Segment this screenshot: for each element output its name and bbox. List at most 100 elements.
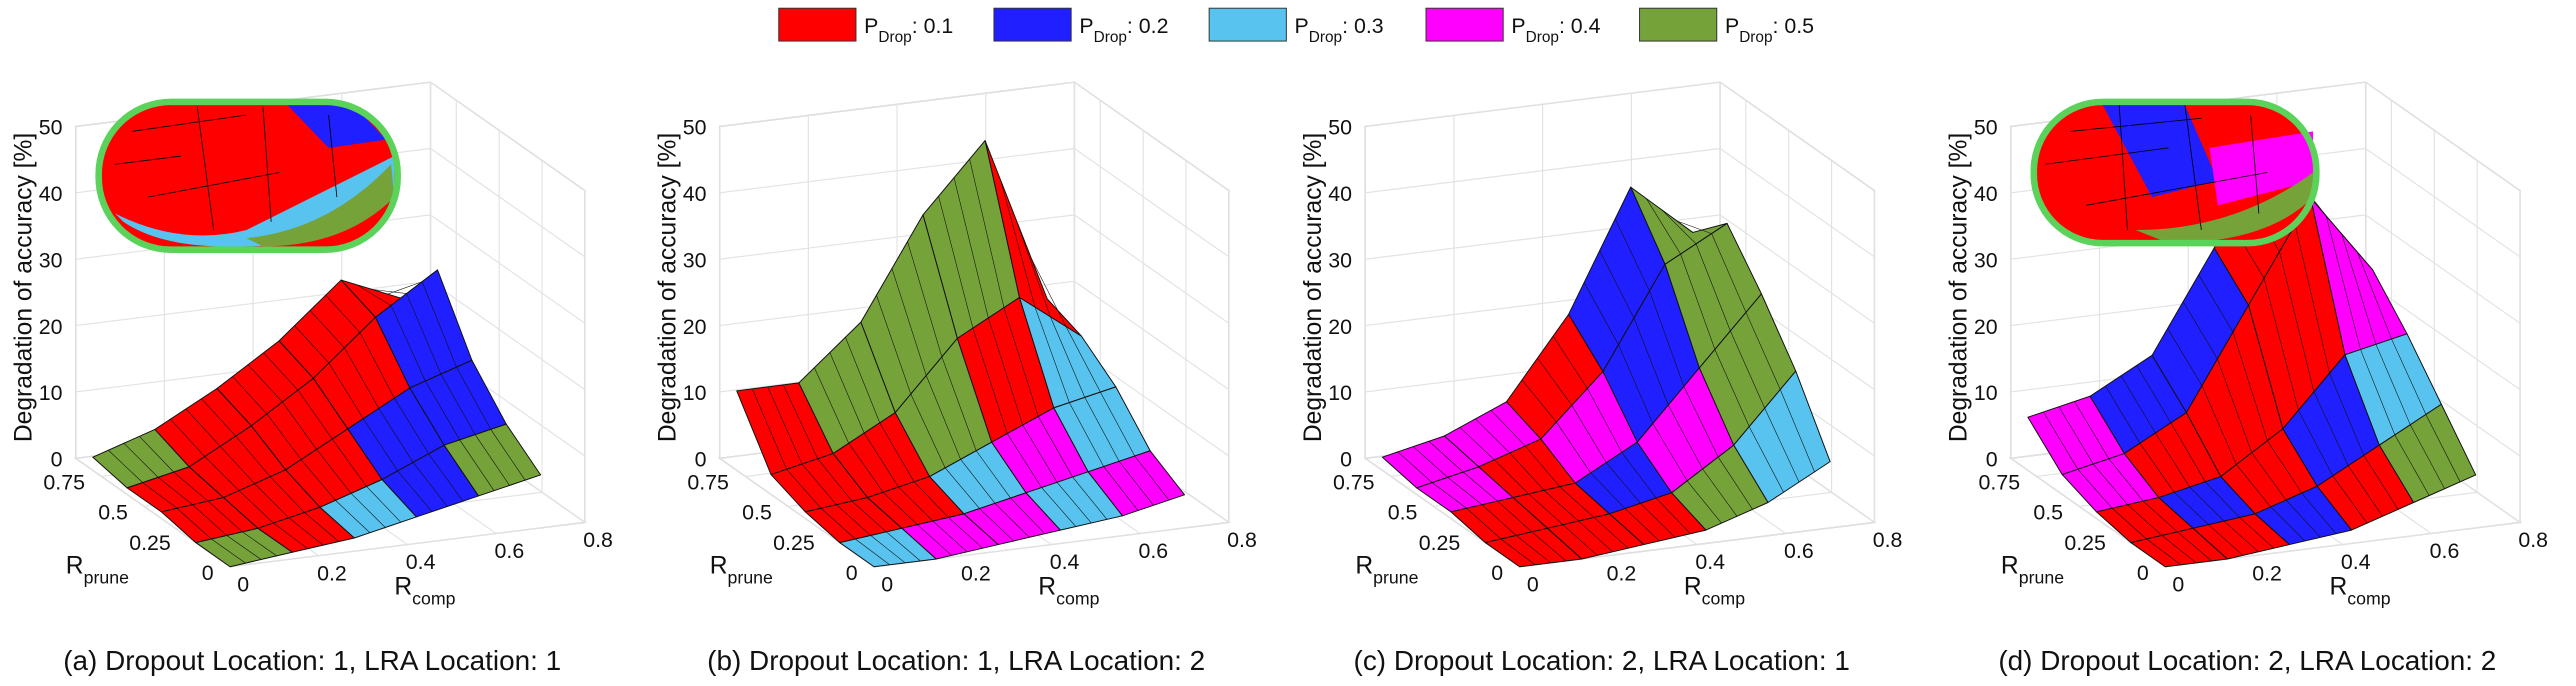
x-axis-label-base: R: [1038, 574, 1056, 601]
mesh-line: [356, 281, 423, 306]
x-axis-label-base: R: [2329, 574, 2347, 601]
y-axis-label-sub: prune: [728, 567, 773, 587]
mesh-line: [1069, 391, 1135, 467]
mesh-line: [1494, 445, 1560, 495]
x-tick-label: 0.8: [2518, 528, 2548, 552]
inset-layer: [95, 98, 2320, 253]
x-axis-label: Rcomp: [2329, 574, 2390, 609]
z-tick-label: 30: [683, 248, 707, 272]
inset-patch: [287, 105, 387, 148]
x-tick-label: 0.4: [406, 550, 436, 574]
surface-cell: [2130, 527, 2228, 568]
x-tick-label: 0.4: [1050, 550, 1080, 574]
mesh-line: [1686, 457, 1753, 524]
x-tick-label: 0.6: [1138, 539, 1168, 563]
inset-mesh: [2045, 105, 2268, 231]
y-axis-label-sub: prune: [2019, 567, 2064, 587]
y-tick-label: 0.5: [2033, 501, 2063, 525]
legend-label-sub: Drop: [1309, 28, 1342, 45]
x-axis-label: Rcomp: [1038, 574, 1099, 609]
x-tick-label: 0: [237, 572, 249, 596]
y-grid-line: [2165, 190, 2521, 568]
mesh-line: [848, 422, 915, 493]
legend-label: PDrop: 0.1: [864, 14, 953, 46]
legend-label-sub: Drop: [1094, 28, 1127, 45]
z-axis-label: Degradation of accuracy [%]: [1945, 133, 1972, 442]
y-axis-label-base: R: [710, 552, 728, 579]
legend-label-base: P: [1295, 14, 1309, 38]
inset-patch: [246, 164, 395, 247]
x-axis-label-base: R: [1684, 574, 1702, 601]
mesh-line: [1680, 233, 1747, 350]
y-tick-label: 0: [2137, 561, 2149, 585]
mesh-line: [882, 481, 949, 525]
mesh-line: [2263, 224, 2330, 411]
mesh-line: [390, 281, 457, 382]
subplot-caption: (d) Dropout Location: 2, LRA Location: 2: [1998, 645, 2496, 676]
x-grid-line: [2010, 126, 2166, 568]
mesh-line: [2360, 338, 2427, 436]
y-tick-label: 0: [1491, 561, 1503, 585]
mesh-line: [944, 450, 1011, 509]
y-axis-label: Rprune: [1355, 552, 1418, 587]
y-axis-label-sub: prune: [84, 567, 129, 587]
legend-label-base: P: [1079, 14, 1093, 38]
z-tick-label: 10: [1328, 381, 1352, 405]
mesh-line: [1646, 198, 1712, 255]
mesh-line: [972, 307, 1039, 434]
mesh-line: [1432, 471, 1498, 509]
z-axis-label: Degradation of accuracy [%]: [654, 133, 681, 442]
legend-label-base: P: [1725, 14, 1739, 38]
mesh-line: [1103, 455, 1170, 511]
z-tick-label: 50: [1328, 116, 1352, 140]
y-tick-label: 0.25: [773, 531, 815, 555]
mesh-line: [170, 398, 237, 457]
mesh-line: [1034, 307, 1101, 403]
y-tick-label: 0.5: [1388, 501, 1418, 525]
y-axis-label-sub: prune: [1373, 567, 1418, 587]
y-tick-label: 0.75: [687, 471, 729, 495]
mesh-line: [917, 517, 983, 556]
mesh-line: [2111, 500, 2178, 540]
mesh-line: [1590, 452, 1657, 509]
mesh-line: [1041, 476, 1108, 527]
x-tick-label: 0.8: [1227, 528, 1257, 552]
subplot: 0 10 20 30 40 50 0 0.2 0.4 0.6 0.8 0 0.250.5 0.75 Degr…: [654, 81, 1257, 676]
mesh-line: [1521, 336, 1588, 423]
y-tick-label: 0: [846, 561, 858, 585]
x-tick-label: 0.2: [317, 561, 347, 585]
x-axis-label-sub: comp: [1702, 589, 1746, 609]
legend-label: PDrop: 0.5: [1725, 14, 1814, 46]
z-tick-label: 50: [39, 116, 63, 140]
mesh-line: [979, 497, 1046, 542]
zoom-inset: [2030, 98, 2320, 247]
z-tick-label: 20: [1328, 315, 1352, 339]
mesh-line: [910, 356, 977, 468]
mesh-line: [363, 398, 429, 472]
z-tick-label: 40: [1328, 182, 1352, 206]
x-tick-label: 0.4: [1695, 550, 1725, 574]
legend-label-suffix: : 0.4: [1559, 14, 1601, 38]
x-axis-label-sub: comp: [2347, 589, 2391, 609]
mesh-line: [108, 436, 174, 483]
mesh-line: [1528, 486, 1595, 525]
zoom-inset: [95, 98, 401, 253]
mesh-line: [2167, 274, 2234, 386]
mesh-line: [1652, 386, 1719, 482]
x-axis-label: Rcomp: [1684, 574, 1745, 609]
x-tick-label: 0.6: [2430, 539, 2460, 563]
z-tick-label: 30: [1974, 248, 1998, 272]
mesh-line: [2208, 517, 2274, 556]
z-tick-label: 10: [39, 381, 63, 405]
subplot: 0 10 20 30 40 50 0 0.2 0.4 0.6 0.8 0 0.250.5 0.75 Degr…: [1300, 81, 1902, 676]
legend-label-base: P: [864, 14, 878, 38]
y-tick-label: 0.5: [742, 501, 772, 525]
z-tick-label: 0: [51, 448, 63, 472]
x-tick-label: 0.6: [1784, 539, 1814, 563]
mesh-line: [397, 453, 464, 512]
legend-swatch: [778, 7, 857, 42]
z-tick-label: 30: [39, 248, 63, 272]
z-tick-label: 40: [1974, 182, 1998, 206]
mesh-line: [2174, 481, 2240, 525]
